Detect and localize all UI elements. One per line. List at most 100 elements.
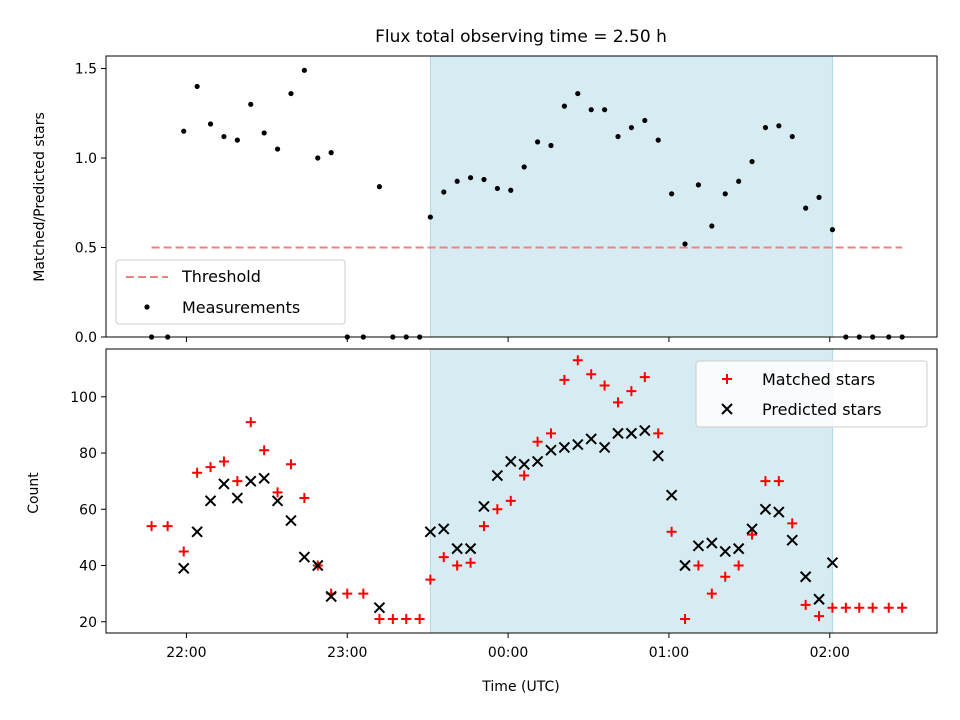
- predicted-star-point: [652, 450, 664, 462]
- matched-star-point: [358, 588, 369, 599]
- measurement-point: [669, 191, 675, 197]
- measurement-point: [315, 155, 321, 161]
- matched-star-point: [867, 602, 878, 613]
- measurement-point: [829, 227, 836, 233]
- matched-star-point: [559, 374, 570, 385]
- legend-measurements-swatch: [144, 304, 150, 310]
- matched-star-point: [693, 560, 704, 571]
- matched-star-point: [733, 560, 744, 571]
- predicted-star-point: [585, 433, 597, 445]
- predicted-star-point: [545, 444, 557, 456]
- matched-star-point: [192, 467, 203, 478]
- measurement-point: [628, 124, 635, 131]
- predicted-star-point: [312, 559, 324, 572]
- predicted-star-point: [531, 455, 544, 468]
- x-tick-label: 22:00: [166, 645, 206, 661]
- predicted-star-point: [424, 526, 437, 538]
- predicted-star-point: [719, 545, 731, 558]
- measurement-point: [301, 67, 307, 73]
- matched-star-point: [259, 445, 270, 456]
- predicted-star-point: [706, 537, 718, 549]
- legend-label-measurements: Measurements: [182, 298, 300, 317]
- measurement-point: [695, 182, 702, 188]
- figure-title: Flux total observing time = 2.50 h: [375, 27, 667, 47]
- predicted-star-point: [773, 506, 785, 518]
- matched-star-point: [720, 571, 731, 582]
- matched-star-point: [897, 602, 908, 613]
- matched-star-point: [747, 529, 758, 540]
- measurement-point: [288, 90, 294, 97]
- legend-label-predicted: Predicted stars: [762, 400, 882, 419]
- measurement-point: [561, 103, 567, 109]
- matched-star-point: [245, 417, 256, 428]
- predicted-star-point: [285, 514, 297, 527]
- predicted-star-point: [746, 523, 758, 535]
- measurement-point: [508, 187, 514, 193]
- legend-matched-swatch: [722, 374, 732, 384]
- matched-star-point: [787, 518, 798, 529]
- predicted-star-point: [679, 559, 691, 572]
- x-tick-label: 00:00: [488, 645, 528, 661]
- measurement-point: [454, 178, 460, 184]
- y-tick-label: 1.0: [75, 151, 97, 167]
- shaded-observing-window: [429, 55, 833, 338]
- measurement-point: [615, 133, 621, 140]
- predicted-star-point: [245, 475, 257, 487]
- x-tick-label: 23:00: [327, 645, 367, 661]
- matched-star-point: [299, 493, 310, 504]
- measurement-point: [328, 150, 334, 156]
- matched-star-point: [218, 456, 229, 467]
- measurement-point: [376, 184, 383, 190]
- predicted-star-point: [665, 489, 678, 501]
- measurement-point: [816, 194, 822, 200]
- matched-star-point: [760, 476, 771, 487]
- bottom-panel: 20 40 60 80 100 22:00 23:00 00:00 01:00 02:00 Matc…: [70, 348, 938, 661]
- matched-star-point: [146, 521, 157, 532]
- bottom-y-axis-label: Count: [26, 472, 42, 514]
- matched-star-point: [883, 602, 894, 613]
- matched-star-point: [666, 526, 677, 537]
- measurement-point: [749, 158, 755, 165]
- matched-star-point: [814, 611, 825, 622]
- measurement-point: [221, 133, 227, 140]
- matched-star-point: [572, 355, 583, 366]
- predicted-star-point: [572, 438, 584, 451]
- matched-star-point: [532, 436, 543, 447]
- matched-star-point: [401, 613, 412, 624]
- x-axis-label: Time (UTC): [481, 679, 559, 695]
- y-tick-label: 20: [79, 615, 97, 631]
- predicted-star-point: [612, 427, 624, 440]
- x-tick-label: 02:00: [810, 645, 850, 661]
- matched-star-point: [773, 476, 784, 487]
- predicted-star-point: [438, 523, 450, 535]
- y-tick-label: 40: [79, 559, 97, 575]
- matched-star-point: [827, 602, 838, 613]
- measurement-point: [467, 175, 474, 181]
- matched-star-point: [232, 476, 243, 487]
- matched-star-point: [285, 459, 296, 470]
- y-tick-label: 80: [79, 446, 97, 462]
- matched-star-point: [178, 546, 189, 557]
- y-tick-label: 100: [70, 390, 97, 406]
- measurement-point: [194, 83, 200, 90]
- matched-star-point: [639, 372, 650, 383]
- measurement-point: [274, 146, 281, 152]
- measurement-point: [234, 137, 240, 143]
- matched-star-point: [272, 487, 283, 498]
- measurement-point: [575, 90, 581, 97]
- predicted-star-point: [258, 472, 270, 485]
- measurement-point: [789, 133, 795, 140]
- matched-star-point: [706, 588, 717, 599]
- measurement-point: [441, 189, 447, 195]
- predicted-star-point: [231, 492, 244, 504]
- predicted-star-point: [451, 542, 463, 555]
- matched-star-point: [465, 557, 476, 568]
- matched-star-point: [205, 462, 216, 473]
- measurement-point: [655, 137, 661, 143]
- predicted-star-point: [799, 571, 812, 583]
- matched-star-point: [854, 602, 865, 613]
- measurement-point: [534, 139, 541, 145]
- matched-star-point: [626, 386, 637, 397]
- predicted-star-point: [491, 469, 504, 482]
